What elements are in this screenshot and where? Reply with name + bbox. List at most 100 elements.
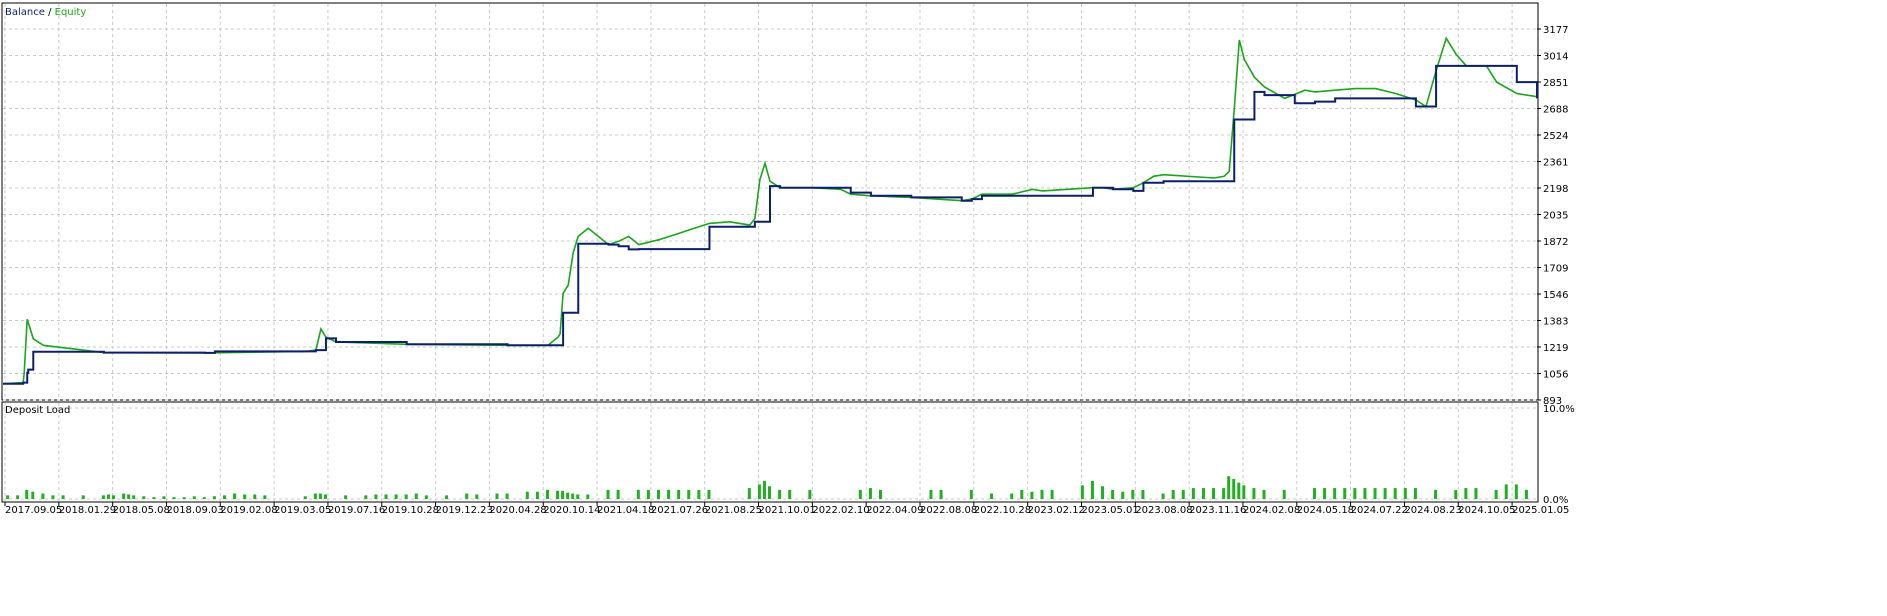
load-y-tick-label: 10.0%: [1543, 404, 1575, 415]
deposit-load-bar: [1524, 489, 1528, 499]
deposit-load-bar: [1161, 493, 1165, 499]
deposit-load-bar: [16, 495, 20, 499]
equity-y-tick-label: 1872: [1543, 237, 1568, 248]
deposit-load-bar: [374, 494, 378, 499]
deposit-load-bar: [112, 495, 116, 499]
deposit-load-bar: [762, 480, 766, 499]
deposit-load-bar: [318, 493, 322, 499]
deposit-load-bar: [424, 495, 428, 499]
deposit-load-bar: [1222, 488, 1226, 499]
deposit-load-bar: [1020, 489, 1024, 499]
deposit-load-bar: [606, 489, 610, 499]
deposit-load-bar: [1227, 476, 1231, 499]
deposit-load-bar: [1323, 488, 1327, 499]
deposit-load-pane-frame: [1, 401, 1539, 503]
legend: Balance / Equity: [5, 7, 86, 18]
deposit-load-bar: [6, 495, 10, 499]
deposit-load-bar: [1403, 488, 1407, 499]
deposit-load-bar: [212, 496, 216, 499]
equity-grid: [3, 4, 1537, 401]
deposit-load-bar: [1333, 488, 1337, 499]
deposit-load-bar: [576, 494, 580, 499]
deposit-load-bar: [1237, 482, 1241, 499]
x-tick-label: 2024.08.23: [1404, 505, 1461, 516]
deposit-load-bar: [61, 495, 65, 499]
x-tick-label: 2023.11.16: [1189, 505, 1246, 516]
x-tick-label: 2017.09.05: [5, 505, 62, 516]
x-tick-label: 2024.07.22: [1351, 505, 1408, 516]
deposit-load-bar: [384, 494, 388, 499]
equity-y-tick-label: 1056: [1543, 370, 1568, 381]
x-tick-label: 2025.01.05: [1512, 505, 1569, 516]
deposit-load-bar: [223, 495, 227, 499]
load-y-tick-label: 0.0%: [1543, 495, 1568, 506]
deposit-load-bar: [495, 493, 499, 499]
deposit-load-bar: [81, 495, 85, 499]
deposit-load-bar: [1454, 489, 1458, 499]
equity-y-tick-label: 1383: [1543, 317, 1568, 328]
deposit-load-bar: [636, 489, 640, 499]
equity-y-ticks: 3177 3014 2851 2688 2524 2361 2198 2035 1872 1709…: [1537, 25, 1568, 407]
deposit-load-bar: [697, 489, 701, 499]
deposit-load-bar: [616, 489, 620, 499]
legend-equity: Equity: [55, 7, 87, 18]
deposit-load-bar: [445, 495, 449, 499]
x-tick-label: 2019.03.05: [274, 505, 331, 516]
deposit-load-bar: [1050, 489, 1054, 499]
x-tick-label: 2022.02.10: [812, 505, 869, 516]
x-tick-label: 2022.04.09: [866, 505, 923, 516]
deposit-load-bar: [1030, 491, 1034, 499]
x-tick-label: 2019.12.23: [436, 505, 493, 516]
deposit-load-bar: [323, 494, 327, 499]
deposit-load-bar: [1040, 489, 1044, 499]
legend-separator: /: [45, 7, 55, 18]
deposit-load-bar: [1171, 489, 1175, 499]
deposit-load-bar: [1393, 488, 1397, 499]
deposit-load-bar: [253, 494, 257, 499]
deposit-load-bar: [505, 493, 509, 499]
deposit-load-bar: [556, 490, 560, 499]
deposit-load-bar: [263, 495, 267, 499]
equity-pane-frame: [1, 2, 1539, 401]
deposit-load-bar: [1504, 484, 1508, 499]
deposit-load-bar: [778, 489, 782, 499]
deposit-load-bar: [1434, 489, 1438, 499]
deposit-load-bar: [1494, 489, 1498, 499]
deposit-load-bar: [571, 493, 575, 499]
deposit-load-bar: [132, 495, 136, 499]
deposit-load-bar: [747, 488, 751, 499]
deposit-load-bar: [1262, 489, 1266, 499]
deposit-load-bar: [808, 489, 812, 499]
x-tick-label: 2023.05.01: [1081, 505, 1138, 516]
deposit-load-bar: [990, 493, 994, 499]
deposit-load-bar: [404, 494, 408, 499]
deposit-load-bar: [656, 489, 660, 499]
equity-y-tick-label: 3177: [1543, 25, 1568, 36]
x-tick-label: 2021.08.25: [705, 505, 762, 516]
equity-y-tick-label: 2688: [1543, 105, 1568, 116]
x-tick-label: 2019.07.16: [328, 505, 385, 516]
deposit-load-bar: [1131, 489, 1135, 499]
deposit-load-bar: [586, 494, 590, 499]
x-tick-label: 2018.09.03: [166, 505, 223, 516]
deposit-load-bar: [879, 489, 883, 499]
deposit-load-bar: [1252, 488, 1256, 499]
deposit-load-bar: [1282, 489, 1286, 499]
deposit-load-bar: [667, 489, 671, 499]
deposit-load-bar: [566, 492, 570, 499]
deposit-load-bar: [475, 494, 479, 499]
deposit-load-bar: [1181, 489, 1185, 499]
deposit-load-bar: [172, 497, 176, 499]
deposit-load-bar: [233, 493, 237, 499]
x-tick-label: 2023.08.08: [1135, 505, 1192, 516]
deposit-load-bar: [646, 489, 650, 499]
deposit-load-bar: [561, 490, 565, 499]
deposit-load-bar: [1191, 488, 1195, 499]
x-tick-label: 2021.04.18: [597, 505, 654, 516]
deposit-load-bar: [1242, 485, 1246, 499]
deposit-load-bar: [1312, 488, 1316, 499]
deposit-load-bar: [1121, 491, 1125, 499]
x-tick-label: 2020.10.14: [543, 505, 600, 516]
deposit-load-bar: [101, 495, 105, 499]
